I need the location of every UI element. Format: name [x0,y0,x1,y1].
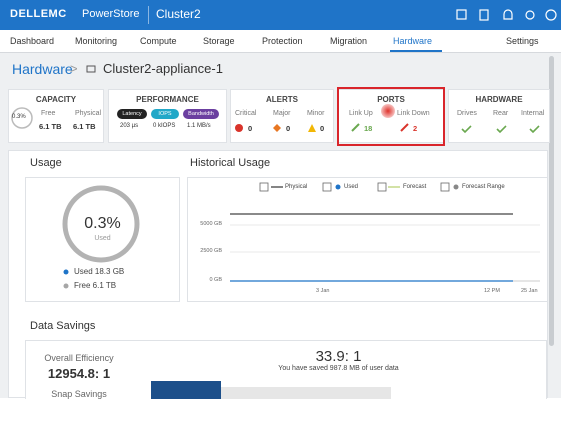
icon-list[interactable] [479,9,489,21]
card-title: CAPACITY [35,95,77,104]
card-title: PERFORMANCE [136,95,199,104]
icon-grid[interactable] [456,9,467,20]
nav-item[interactable]: Settings [506,36,539,46]
historical-title: Historical Usage [190,157,271,169]
nav-item[interactable]: Compute [140,36,177,46]
port-count: 2 [413,124,418,133]
capacity-card[interactable]: CAPACITY 0.3% Free 6.1 TB Physical 6.1 T… [8,89,104,143]
nav-item[interactable]: Storage [203,36,235,46]
nav-item[interactable]: Monitoring [75,36,118,46]
breadcrumb-current: Cluster2-appliance-1 [103,61,223,76]
nav-item[interactable]: Dashboard [10,36,55,46]
savings-ratio: 33.9: 1 [315,348,362,365]
savings-text: You have saved 987.8 MB of user data [278,365,399,372]
top-bar: DELLEMC PowerStore Cluster2 [0,0,561,30]
alert-count: 0 [248,124,253,133]
icon-bell[interactable] [503,9,513,20]
card-title: HARDWARE [475,95,523,104]
header-icons [456,9,557,21]
capacity-ring [11,107,33,129]
physical-label: Physical [75,110,102,117]
historical-card: Physical Used Forecast Forecast Range 50… [187,177,548,302]
capacity-percent: 0.3% [12,114,26,120]
hw-label: Drives [457,110,477,117]
hw-checks [461,125,540,134]
nav-item[interactable]: Migration [330,36,368,46]
performance-card[interactable]: PERFORMANCE Latency IOPS Bandwidth 203 µ… [108,89,227,143]
free-label: Free [41,110,56,117]
usage-sublabel: Used [94,235,111,242]
breadcrumb-parent[interactable]: Hardware [12,61,73,77]
x-tick-label: 3 Jan [316,288,330,294]
port-count: 18 [364,124,373,133]
cluster-name[interactable]: Cluster2 [156,7,201,21]
savings-bar-bg [221,387,391,399]
alerts-card[interactable]: ALERTS Critical Major Minor 0 0 0 [230,89,334,143]
data-savings-title: Data Savings [30,320,96,332]
port-label: Link Up [349,110,373,117]
alert-count: 0 [286,124,291,133]
x-tick-label: 12 PM [484,288,500,294]
usage-donut [62,185,140,263]
historical-plot [230,182,540,282]
icon-user[interactable] [525,10,535,20]
brand: DELLEMC [10,8,67,20]
highlight-box [337,87,445,146]
alert-label: Major [273,110,291,117]
usage-card: 0.3% Used Used 18.3 GB Free 6.1 TB [25,177,180,302]
usage-legend-dots [63,269,69,289]
y-tick-label: 5000 GB [200,221,222,227]
efficiency-label: Overall Efficiency [44,353,114,363]
hardware-card[interactable]: HARDWARE Drives Rear Internal [448,89,550,143]
iops-value: 0 kIOPS [153,123,176,129]
nav-item-active[interactable]: Hardware [393,36,433,46]
legend-item[interactable]: Physical [285,184,308,190]
y-tick-label: 0 GB [209,277,222,283]
nav-bar: Dashboard Monitoring Compute Storage Pro… [0,30,561,53]
alert-label: Minor [307,110,325,117]
snap-label: Snap Savings [51,389,107,399]
appliance-icon [86,65,96,73]
usage-percent: 0.3% [84,215,121,232]
savings-card: 33.9: 1 You have saved 987.8 MB of user … [131,340,547,399]
card-title: PORTS [377,95,405,104]
y-tick-label: 2500 GB [200,248,222,254]
alert-icons [235,124,316,132]
cursor-highlight [381,104,395,118]
pill: Latency [117,109,147,119]
physical-value: 6.1 TB [73,122,96,131]
product: PowerStore [82,8,140,20]
alert-label: Critical [235,110,257,117]
port-icons [351,123,409,132]
breadcrumb-sep: > [70,61,78,76]
pill: Bandwidth [183,109,219,119]
port-label: Link Down [397,110,430,117]
hw-label: Rear [493,110,509,117]
alert-count: 0 [320,124,325,133]
hw-label: Internal [521,110,545,117]
free-value: 6.1 TB [39,122,62,131]
icon-help[interactable] [545,9,557,21]
savings-bar [151,381,221,399]
bandwidth-value: 1.1 MB/s [187,123,211,129]
legend-item[interactable]: Forecast [403,184,427,190]
usage-title: Usage [30,157,62,169]
legend-item[interactable]: Forecast Range [462,184,505,190]
efficiency-card: Overall Efficiency 12954.8: 1 Snap Savin… [25,340,133,399]
latency-value: 203 µs [120,123,139,129]
legend-item[interactable]: Used [344,184,359,190]
x-tick-label: 25 Jan [521,288,538,294]
pill: IOPS [151,109,179,119]
usage-legend: Used 18.3 GB [74,267,125,276]
nav-item[interactable]: Protection [262,36,303,46]
usage-legend: Free 6.1 TB [74,281,117,290]
efficiency-value: 12954.8: 1 [47,366,111,381]
divider [148,6,149,24]
active-underline [390,50,442,52]
scrollbar[interactable] [549,56,554,346]
card-title: ALERTS [266,95,298,104]
